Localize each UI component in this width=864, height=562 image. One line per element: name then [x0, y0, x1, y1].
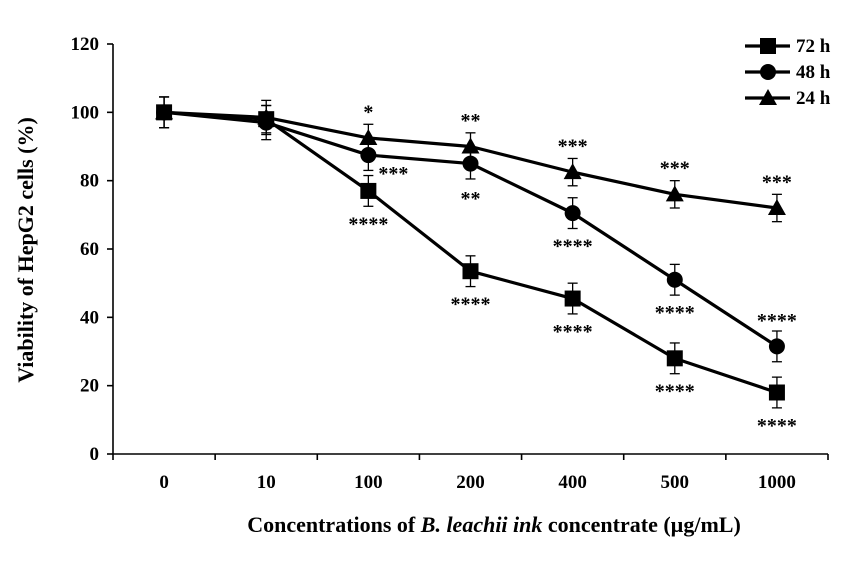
y-tick-label: 20: [80, 376, 99, 397]
axes: 0 20 40 60 80 100 120 0 10 100 200 400 500 1000: [71, 34, 829, 493]
x-tick-label: 100: [354, 472, 383, 493]
x-axis-label-italic: B. leachii ink: [420, 512, 543, 537]
x-axis-label-suffix: concentrate (µg/mL): [542, 512, 740, 537]
data-point: [257, 108, 276, 125]
data-point: [563, 163, 582, 180]
significance-label: ***: [660, 158, 690, 180]
legend-item: 72 h: [745, 36, 831, 57]
y-tick-label: 40: [80, 307, 99, 328]
x-tick-label: 1000: [758, 472, 796, 493]
significance-label: ****: [757, 310, 797, 332]
legend-label: 24 h: [796, 88, 831, 109]
x-tick-label: 0: [159, 472, 169, 493]
legend-marker: [760, 64, 776, 80]
data-point: [564, 290, 581, 307]
legend-marker: [759, 89, 777, 105]
significance-label: ***: [378, 163, 408, 185]
data-point: [768, 384, 785, 401]
series-layer: [155, 96, 786, 409]
x-tick-label: 10: [257, 472, 276, 493]
x-tick-label: 200: [456, 472, 485, 493]
significance-label: ****: [655, 302, 695, 324]
legend: 72 h 48 h 24 h: [745, 36, 831, 109]
data-point: [360, 182, 377, 199]
significance-label: ****: [553, 321, 593, 343]
significance-label: ****: [451, 294, 491, 316]
x-axis-label-prefix: Concentrations of: [247, 512, 421, 537]
data-point: [666, 350, 683, 367]
y-tick-label: 120: [71, 34, 100, 55]
data-point: [461, 137, 480, 154]
data-point: [767, 199, 786, 215]
y-tick-label: 60: [80, 239, 99, 260]
series-24-h: [155, 96, 786, 223]
legend-marker: [760, 38, 776, 54]
significance-label: ***: [558, 135, 588, 157]
legend-item: 48 h: [745, 62, 831, 83]
data-point: [155, 103, 174, 120]
x-tick-label: 500: [661, 472, 690, 493]
significance-label: ****: [757, 415, 797, 437]
x-tick-label: 400: [558, 472, 587, 493]
significance-label: ****: [655, 381, 695, 403]
data-point: [768, 338, 785, 355]
y-tick-label: 80: [80, 171, 99, 192]
y-tick-label: 100: [71, 102, 100, 123]
y-axis-label: Viability of HepG2 cells (%): [13, 117, 38, 383]
significance-label: ***: [762, 171, 792, 193]
y-tick-label: 0: [90, 444, 100, 465]
legend-label: 48 h: [796, 62, 831, 83]
x-axis-label: Concentrations of B. leachii ink concent…: [247, 512, 741, 537]
data-point: [462, 263, 479, 280]
data-point: [564, 205, 581, 222]
significance-label: **: [461, 110, 481, 132]
data-point: [359, 128, 378, 145]
significance-label: ****: [348, 213, 388, 235]
annotations: ********************************* ***** **…: [348, 101, 797, 437]
significance-label: ****: [553, 236, 593, 258]
data-point: [666, 271, 683, 288]
significance-label: *: [363, 101, 373, 123]
data-point: [665, 185, 684, 202]
significance-label: **: [461, 188, 481, 210]
legend-label: 72 h: [796, 36, 831, 57]
legend-item: 24 h: [745, 88, 831, 109]
